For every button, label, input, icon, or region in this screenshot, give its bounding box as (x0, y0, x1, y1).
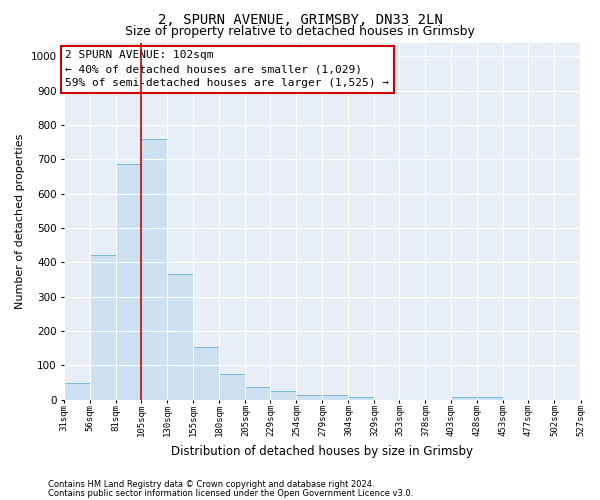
Bar (220, 374, 245, 400)
Y-axis label: Number of detached properties: Number of detached properties (15, 134, 25, 309)
Text: 2 SPURN AVENUE: 102sqm
← 40% of detached houses are smaller (1,029)
59% of semi-: 2 SPURN AVENUE: 102sqm ← 40% of detached… (65, 50, 389, 88)
X-axis label: Distribution of detached houses by size in Grimsby: Distribution of detached houses by size … (172, 444, 473, 458)
Bar (271, 391, 296, 400)
Bar (167, 274, 193, 400)
Text: Contains public sector information licensed under the Open Government Licence v3: Contains public sector information licen… (48, 489, 413, 498)
Bar (64, 382, 91, 400)
Bar (296, 394, 322, 400)
Text: Size of property relative to detached houses in Grimsby: Size of property relative to detached ho… (125, 25, 475, 38)
Bar (478, 397, 503, 400)
Bar (91, 256, 116, 400)
Text: 2, SPURN AVENUE, GRIMSBY, DN33 2LN: 2, SPURN AVENUE, GRIMSBY, DN33 2LN (158, 12, 442, 26)
Bar (245, 386, 271, 400)
Bar (142, 138, 167, 400)
Bar (349, 397, 374, 400)
Bar (116, 164, 142, 400)
Text: Contains HM Land Registry data © Crown copyright and database right 2024.: Contains HM Land Registry data © Crown c… (48, 480, 374, 489)
Bar (322, 394, 349, 400)
Bar (451, 397, 478, 400)
Bar (193, 346, 220, 400)
